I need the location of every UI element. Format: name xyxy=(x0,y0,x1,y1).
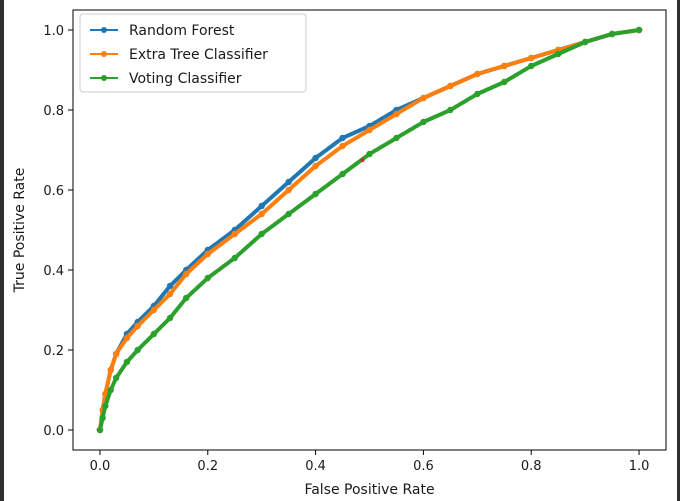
data-point xyxy=(258,230,265,238)
data-point xyxy=(107,366,114,374)
data-point xyxy=(312,162,319,170)
data-point xyxy=(231,230,238,238)
data-point xyxy=(204,274,211,282)
x-tick-label: 0.6 xyxy=(413,459,434,474)
data-point xyxy=(107,386,114,394)
legend-label: Voting Classifier xyxy=(129,71,242,87)
data-point xyxy=(366,150,373,158)
data-point xyxy=(285,178,292,186)
data-point xyxy=(285,186,292,194)
legend: Random Forest Extra Tree Classifier Voting… xyxy=(79,13,307,93)
annotation-dot xyxy=(360,158,365,162)
data-point xyxy=(312,154,319,162)
data-point xyxy=(150,330,158,338)
data-point xyxy=(183,270,190,278)
legend-swatch-marker xyxy=(101,27,107,33)
y-axis-ticks: 0.0 0.2 0.4 0.6 0.8 1.0 xyxy=(43,24,73,439)
data-point xyxy=(112,350,120,358)
data-point xyxy=(204,250,211,258)
legend-box xyxy=(79,13,307,93)
data-point xyxy=(474,70,481,78)
data-point xyxy=(447,106,454,114)
data-point xyxy=(528,62,535,70)
legend-label: Random Forest xyxy=(129,23,235,39)
data-point xyxy=(258,202,265,210)
data-point xyxy=(166,314,174,322)
data-point xyxy=(447,82,454,90)
x-axis-label: False Positive Rate xyxy=(304,482,434,498)
plot-area xyxy=(96,26,643,434)
legend-swatch-marker xyxy=(101,75,107,81)
data-point xyxy=(581,38,589,46)
data-point xyxy=(231,254,238,262)
data-point xyxy=(528,54,535,62)
data-point xyxy=(123,358,131,366)
series-voting-classifier xyxy=(96,26,643,434)
data-point xyxy=(339,142,346,150)
data-point xyxy=(258,210,265,218)
data-point xyxy=(102,402,109,410)
data-point xyxy=(420,94,427,102)
data-point xyxy=(339,170,346,178)
data-point xyxy=(123,334,131,342)
data-point xyxy=(134,322,141,330)
legend-label: Extra Tree Classifier xyxy=(129,47,268,63)
data-point xyxy=(166,290,174,298)
x-axis-ticks: 0.0 0.2 0.4 0.6 0.8 1.0 xyxy=(90,450,650,474)
x-tick-label: 1.0 xyxy=(629,459,650,474)
data-point xyxy=(474,90,481,98)
x-tick-label: 0.8 xyxy=(521,459,542,474)
data-point xyxy=(608,30,616,38)
data-point xyxy=(393,134,400,142)
data-point xyxy=(285,210,292,218)
data-point xyxy=(99,414,106,422)
data-point xyxy=(134,346,141,354)
y-tick-label: 0.6 xyxy=(43,184,64,199)
data-point xyxy=(501,62,508,70)
data-point xyxy=(501,78,508,86)
x-tick-label: 0.2 xyxy=(197,459,218,474)
data-point xyxy=(183,294,190,302)
data-point xyxy=(166,282,174,290)
data-point xyxy=(112,374,120,382)
y-axis-label: True Positive Rate xyxy=(12,168,28,294)
data-point xyxy=(96,426,104,434)
y-tick-label: 0.2 xyxy=(43,344,64,359)
data-point xyxy=(366,126,373,134)
x-tick-label: 0.4 xyxy=(305,459,326,474)
data-point xyxy=(339,134,346,142)
data-point xyxy=(635,26,643,34)
data-point xyxy=(150,306,158,314)
data-point xyxy=(420,118,427,126)
legend-swatch-marker xyxy=(101,51,107,57)
y-tick-label: 0.4 xyxy=(43,264,64,279)
y-tick-label: 0.8 xyxy=(43,104,64,119)
y-tick-label: 0.0 xyxy=(43,424,64,439)
axes-frame xyxy=(72,9,667,451)
data-point xyxy=(312,190,319,198)
y-tick-label: 1.0 xyxy=(43,24,64,39)
data-point xyxy=(393,110,400,118)
data-point xyxy=(554,50,562,58)
x-tick-label: 0.0 xyxy=(90,459,111,474)
